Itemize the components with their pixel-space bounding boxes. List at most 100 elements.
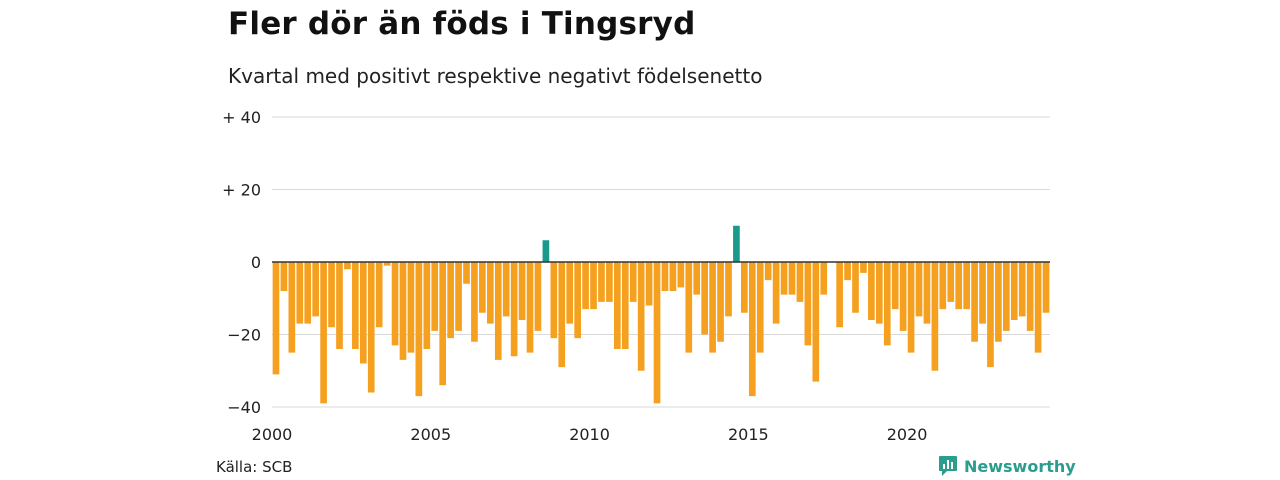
bar bbox=[804, 262, 812, 346]
bar bbox=[542, 240, 550, 262]
bar bbox=[352, 262, 359, 349]
source-note: Källa: SCB bbox=[216, 458, 293, 476]
bar bbox=[1018, 262, 1026, 317]
bar bbox=[717, 262, 724, 342]
bar bbox=[502, 262, 510, 317]
y-tick-label: −20 bbox=[227, 326, 261, 345]
newsworthy-logo-icon bbox=[939, 456, 957, 476]
bar bbox=[637, 262, 645, 371]
bar bbox=[891, 262, 899, 310]
chart-title: Fler dör än föds i Tingsryd bbox=[228, 6, 696, 42]
bar bbox=[875, 262, 883, 324]
bar bbox=[447, 262, 454, 339]
bar bbox=[518, 262, 526, 320]
bar bbox=[780, 262, 788, 295]
bar bbox=[883, 262, 891, 346]
x-tick-label: 2020 bbox=[887, 425, 928, 444]
bar bbox=[955, 262, 963, 310]
bar bbox=[725, 262, 732, 317]
bar bbox=[772, 262, 780, 324]
bar bbox=[510, 262, 518, 357]
bar bbox=[939, 262, 947, 310]
newsworthy-logo-text: Newsworthy bbox=[964, 456, 1076, 476]
bar bbox=[923, 262, 931, 324]
bar bbox=[344, 262, 351, 270]
bar bbox=[415, 262, 423, 397]
bar bbox=[796, 262, 804, 302]
bar bbox=[312, 262, 319, 317]
bar bbox=[621, 262, 629, 349]
bar bbox=[685, 262, 693, 353]
x-tick-label: 2015 bbox=[728, 425, 769, 444]
bar bbox=[606, 262, 613, 302]
y-tick-label: + 20 bbox=[222, 181, 261, 200]
y-tick-label: −40 bbox=[227, 398, 261, 417]
bar bbox=[987, 262, 994, 368]
bar bbox=[995, 262, 1002, 342]
bar bbox=[359, 262, 367, 364]
bar bbox=[812, 262, 820, 382]
bar bbox=[383, 262, 391, 266]
bar bbox=[693, 262, 701, 295]
bar bbox=[534, 262, 542, 331]
x-tick-label: 2010 bbox=[569, 425, 610, 444]
bar bbox=[272, 262, 280, 375]
bar bbox=[558, 262, 566, 368]
bar bbox=[868, 262, 875, 320]
bar bbox=[979, 262, 986, 324]
bar bbox=[439, 262, 447, 386]
bar bbox=[1003, 262, 1010, 331]
bar bbox=[820, 262, 828, 295]
bar bbox=[582, 262, 589, 310]
newsworthy-logo: Newsworthy bbox=[938, 455, 1076, 477]
bar bbox=[590, 262, 597, 310]
bar bbox=[598, 262, 605, 302]
bar bbox=[550, 262, 558, 339]
bar bbox=[629, 262, 637, 302]
bar bbox=[463, 262, 470, 284]
bar bbox=[304, 262, 312, 324]
bar bbox=[320, 262, 327, 404]
bar bbox=[788, 262, 796, 295]
bar bbox=[526, 262, 534, 353]
bar-chart: + 40 + 20 0 −20 −40 2000 2005 2010 2015 2020 bbox=[222, 108, 1050, 444]
bar bbox=[479, 262, 486, 313]
bar bbox=[733, 225, 740, 262]
bar bbox=[971, 262, 978, 342]
bar bbox=[566, 262, 574, 324]
bar bbox=[756, 262, 764, 353]
bar bbox=[280, 262, 288, 291]
bar bbox=[677, 262, 685, 288]
bar bbox=[494, 262, 502, 360]
bar bbox=[1026, 262, 1034, 331]
bar bbox=[907, 262, 915, 353]
bar bbox=[836, 262, 843, 328]
x-tick-label: 2000 bbox=[252, 425, 293, 444]
bar bbox=[336, 262, 343, 349]
bar bbox=[431, 262, 439, 331]
chart-subtitle: Kvartal med positivt respektive negativt… bbox=[228, 64, 763, 88]
bar bbox=[852, 262, 859, 313]
y-tick-label: + 40 bbox=[222, 108, 261, 127]
y-tick-label: 0 bbox=[251, 253, 261, 272]
bar bbox=[455, 262, 462, 331]
bar bbox=[748, 262, 756, 397]
bar bbox=[288, 262, 296, 353]
bar bbox=[701, 262, 708, 335]
bar bbox=[645, 262, 653, 306]
bar bbox=[931, 262, 939, 371]
bar bbox=[947, 262, 955, 302]
bar bbox=[844, 262, 851, 281]
bar bbox=[328, 262, 335, 328]
bar bbox=[407, 262, 415, 353]
bar bbox=[399, 262, 407, 360]
bar bbox=[574, 262, 581, 339]
bar bbox=[391, 262, 399, 346]
bar bbox=[669, 262, 677, 291]
bar bbox=[367, 262, 375, 393]
bar bbox=[661, 262, 669, 291]
bar bbox=[915, 262, 923, 317]
bar bbox=[471, 262, 478, 342]
bar bbox=[1042, 262, 1050, 313]
bar bbox=[709, 262, 716, 353]
